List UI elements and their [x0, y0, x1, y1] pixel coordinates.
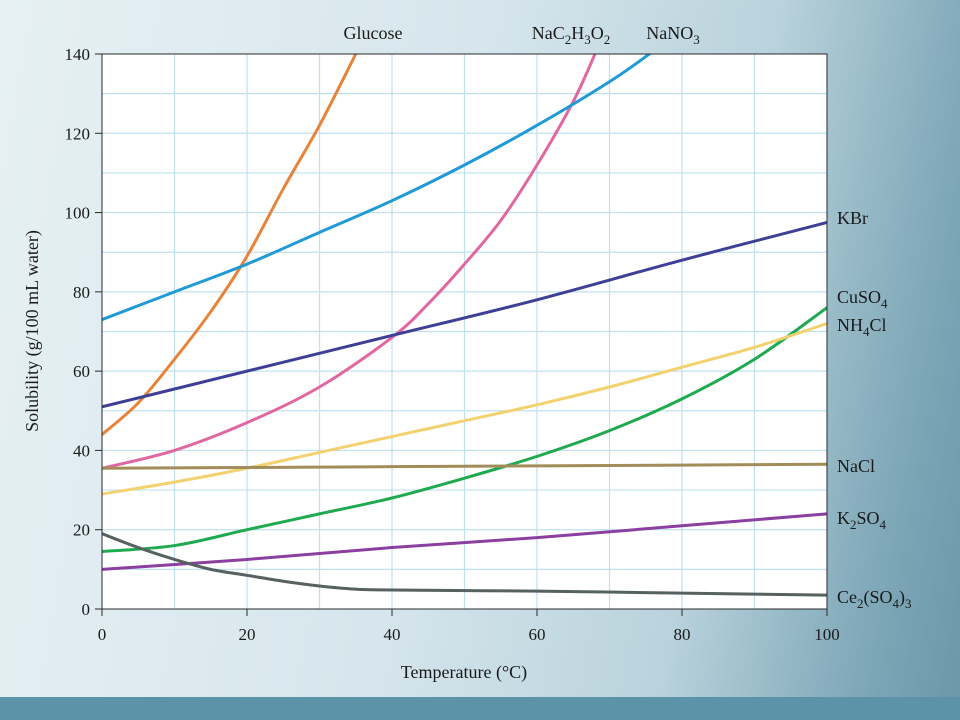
- y-tick-label: 40: [73, 441, 90, 460]
- bottom-band: [0, 697, 960, 720]
- series-line-ce2-so4-3: [102, 532, 827, 597]
- label-nac2h3o2: NaC2H3O2: [532, 23, 611, 47]
- series-line-kbr: [102, 220, 827, 409]
- top-labels: Glucose NaC2H3O2 NaNO3: [344, 23, 700, 47]
- plot-frame: [101, 53, 828, 610]
- x-tick-label: 80: [674, 625, 691, 644]
- series-line-nac2h3o2: [102, 54, 597, 470]
- series-line-nano3: [102, 54, 651, 322]
- label-nano3: NaNO3: [646, 23, 700, 47]
- x-tick-label: 0: [98, 625, 107, 644]
- y-tick-label: 140: [65, 45, 91, 64]
- label-nacl: NaCl: [837, 456, 875, 476]
- y-tick-label: 100: [65, 204, 91, 223]
- series-line-k2so4: [102, 512, 827, 571]
- label-ce2so43: Ce2(SO4)3: [837, 587, 912, 611]
- label-glucose: Glucose: [344, 23, 403, 43]
- label-kbr: KBr: [837, 208, 868, 228]
- x-tick-label: 100: [814, 625, 840, 644]
- series-line-cuso4: [102, 306, 827, 554]
- label-k2so4: K2SO4: [837, 508, 887, 532]
- x-axis-title: Temperature (°C): [401, 662, 527, 683]
- y-axis-title: Solubility (g/100 mL water): [22, 230, 43, 432]
- series-line-nacl: [102, 462, 827, 470]
- y-tick-label: 120: [65, 124, 91, 143]
- right-labels: KBr CuSO4 NH4Cl NaCl K2SO4 Ce2(SO4)3: [837, 208, 912, 611]
- x-tick-label: 20: [239, 625, 256, 644]
- grid: [102, 54, 827, 609]
- y-tick-label: 0: [82, 600, 91, 619]
- axes: 0 20 40 60 80 100 0 20 40 60 80 100 120 140: [65, 45, 840, 644]
- x-tick-label: 60: [529, 625, 546, 644]
- y-tick-label: 60: [73, 362, 90, 381]
- y-tick-label: 20: [73, 521, 90, 540]
- series-group: [102, 54, 827, 597]
- label-cuso4: CuSO4: [837, 287, 888, 311]
- y-tick-label: 80: [73, 283, 90, 302]
- label-nh4cl: NH4Cl: [837, 315, 887, 339]
- series-line-nh4cl: [102, 322, 827, 496]
- x-tick-label: 40: [384, 625, 401, 644]
